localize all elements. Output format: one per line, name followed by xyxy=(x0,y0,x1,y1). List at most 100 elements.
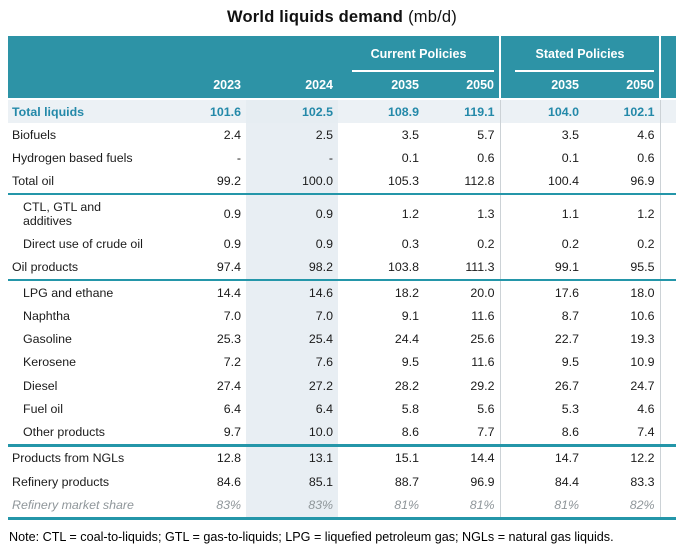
value-cell: 5.6 xyxy=(424,397,500,421)
value-cell: 14.4 xyxy=(424,443,500,471)
value-cell: 14.4 xyxy=(150,279,246,305)
title-unit: (mb/d) xyxy=(408,8,457,26)
table-row-diesel: Diesel 27.4 27.2 28.2 29.2 26.7 24.7 xyxy=(8,374,676,398)
value-cell: 104.0 xyxy=(499,97,584,124)
value-cell: 102.5 xyxy=(246,97,338,124)
row-label: Kerosene xyxy=(8,350,150,375)
cutoff-cell xyxy=(659,304,676,328)
value-cell: 12.2 xyxy=(584,443,660,471)
table-row-oil-products: Oil products 97.4 98.2 103.8 111.3 99.1 … xyxy=(8,255,676,281)
year-header: 2050 xyxy=(424,72,500,99)
value-cell: 102.1 xyxy=(584,97,660,124)
value-cell: 100.0 xyxy=(246,169,338,195)
cutoff-cell xyxy=(659,493,676,519)
value-cell: 119.1 xyxy=(424,97,500,124)
value-cell: 10.6 xyxy=(584,304,660,328)
demand-table: Current Policies Stated Policies 2023 20… xyxy=(8,36,676,520)
row-label: Oil products xyxy=(8,255,150,281)
value-cell: 27.2 xyxy=(246,374,338,398)
value-cell: 22.7 xyxy=(499,327,584,351)
value-cell: 10.9 xyxy=(584,350,660,375)
value-cell: 83% xyxy=(246,493,338,519)
value-cell: 10.0 xyxy=(246,420,338,446)
value-cell: 0.2 xyxy=(424,232,500,256)
value-cell: 0.9 xyxy=(150,193,246,233)
value-cell: 81% xyxy=(338,493,424,519)
value-cell: 96.9 xyxy=(424,470,500,494)
group-underline xyxy=(352,70,494,72)
value-cell: 7.4 xyxy=(584,420,660,446)
row-label: LPG and ethane xyxy=(8,279,150,305)
value-cell: 0.6 xyxy=(584,146,660,170)
value-cell: - xyxy=(150,146,246,170)
row-label: CTL, GTL and additives xyxy=(8,193,150,233)
cutoff-cell xyxy=(659,232,676,256)
value-cell: 111.3 xyxy=(424,255,500,281)
value-cell: 7.6 xyxy=(246,350,338,375)
value-cell: 103.8 xyxy=(338,255,424,281)
cutoff-cell xyxy=(659,470,676,494)
value-cell: 13.1 xyxy=(246,443,338,471)
value-cell: 12.8 xyxy=(150,443,246,471)
value-cell: 26.7 xyxy=(499,374,584,398)
row-label: Products from NGLs xyxy=(8,443,150,471)
value-cell: 2.4 xyxy=(150,123,246,147)
value-cell: 6.4 xyxy=(246,397,338,421)
cutoff-column-header xyxy=(659,36,676,99)
value-cell: 0.2 xyxy=(584,232,660,256)
row-label: Total oil xyxy=(8,169,150,195)
cutoff-cell xyxy=(659,123,676,147)
row-label: Refinery products xyxy=(8,470,150,494)
row-label: Direct use of crude oil xyxy=(8,232,150,256)
value-cell: 112.8 xyxy=(424,169,500,195)
year-header: 2035 xyxy=(338,72,424,99)
value-cell: 7.0 xyxy=(150,304,246,328)
value-cell: 9.1 xyxy=(338,304,424,328)
cutoff-cell xyxy=(659,420,676,446)
value-cell: 9.7 xyxy=(150,420,246,446)
value-cell: 96.9 xyxy=(584,169,660,195)
value-cell: 0.1 xyxy=(499,146,584,170)
row-label: Total liquids xyxy=(8,97,150,124)
row-label: Biofuels xyxy=(8,123,150,147)
value-cell: 11.6 xyxy=(424,350,500,375)
table-row-naphtha: Naphtha 7.0 7.0 9.1 11.6 8.7 10.6 xyxy=(8,304,676,328)
value-cell: 99.2 xyxy=(150,169,246,195)
value-cell: 6.4 xyxy=(150,397,246,421)
value-cell: 25.4 xyxy=(246,327,338,351)
table-row-gasoline: Gasoline 25.3 25.4 24.4 25.6 22.7 19.3 xyxy=(8,327,676,351)
table-body: Total liquids 101.6 102.5 108.9 119.1 10… xyxy=(8,97,676,519)
value-cell: - xyxy=(246,146,338,170)
table-row-hydrogen-based-fuels: Hydrogen based fuels - - 0.1 0.6 0.1 0.6 xyxy=(8,146,676,170)
row-label: Gasoline xyxy=(8,327,150,351)
column-group-label: Current Policies xyxy=(370,47,467,61)
value-cell: 1.3 xyxy=(424,193,500,233)
label-column-header xyxy=(8,36,150,99)
value-cell: 105.3 xyxy=(338,169,424,195)
value-cell: 0.9 xyxy=(246,232,338,256)
value-cell: 85.1 xyxy=(246,470,338,494)
year-header: 2023 xyxy=(150,72,246,99)
row-label: Refinery market share xyxy=(8,493,150,519)
table-row-refinery-products: Refinery products 84.6 85.1 88.7 96.9 84… xyxy=(8,470,676,494)
title-text: World liquids demand xyxy=(227,8,404,26)
year-header-row: 2023 2024 2035 2050 2035 2050 xyxy=(8,72,676,99)
value-cell: 0.9 xyxy=(246,193,338,233)
year-header: 2024 xyxy=(246,72,338,99)
row-label: Hydrogen based fuels xyxy=(8,146,150,170)
value-cell: 95.5 xyxy=(584,255,660,281)
value-cell: 14.6 xyxy=(246,279,338,305)
row-label: Diesel xyxy=(8,374,150,398)
year-header: 2050 xyxy=(584,72,660,99)
cutoff-cell xyxy=(659,146,676,170)
value-cell: 0.9 xyxy=(150,232,246,256)
table-row-kerosene: Kerosene 7.2 7.6 9.5 11.6 9.5 10.9 xyxy=(8,350,676,375)
row-label: Other products xyxy=(8,420,150,446)
table-row-total-oil: Total oil 99.2 100.0 105.3 112.8 100.4 9… xyxy=(8,169,676,195)
cutoff-cell xyxy=(659,169,676,195)
value-cell: 0.6 xyxy=(424,146,500,170)
column-group-stated-policies: Stated Policies xyxy=(499,36,660,72)
group-header-row: Current Policies Stated Policies xyxy=(8,36,676,99)
value-cell: 0.1 xyxy=(338,146,424,170)
